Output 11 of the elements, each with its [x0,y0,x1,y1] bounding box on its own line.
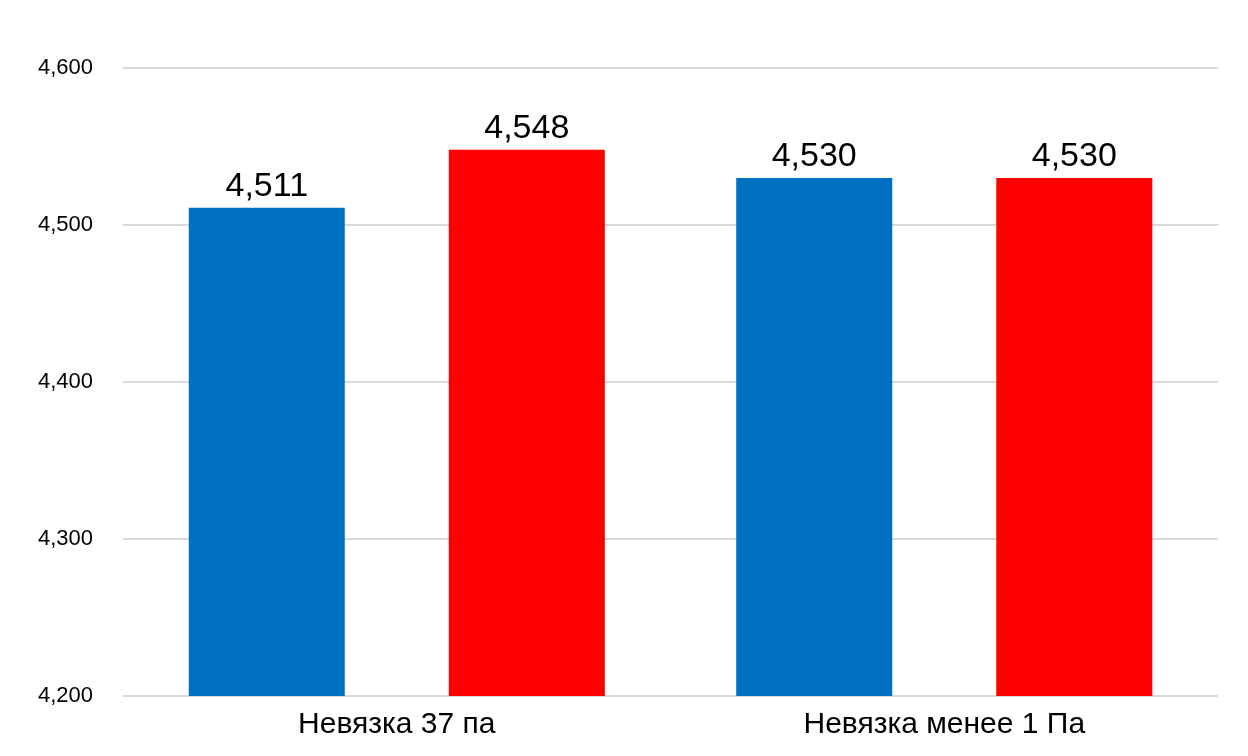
data-label: 4,511 [225,165,309,204]
y-tick-label: 4,400 [37,368,94,394]
x-tick-label: Невязка менее 1 Па [803,706,1086,740]
y-tick-label: 4,300 [37,525,94,551]
data-label: 4,548 [484,107,570,146]
data-label: 4,530 [1031,135,1117,174]
x-tick-label: Невязка 37 па [298,706,496,740]
y-tick-label: 4,200 [37,682,94,708]
y-tick-label: 4,600 [37,54,94,80]
data-label: 4,530 [771,135,857,174]
y-tick-label: 4,500 [37,211,94,237]
